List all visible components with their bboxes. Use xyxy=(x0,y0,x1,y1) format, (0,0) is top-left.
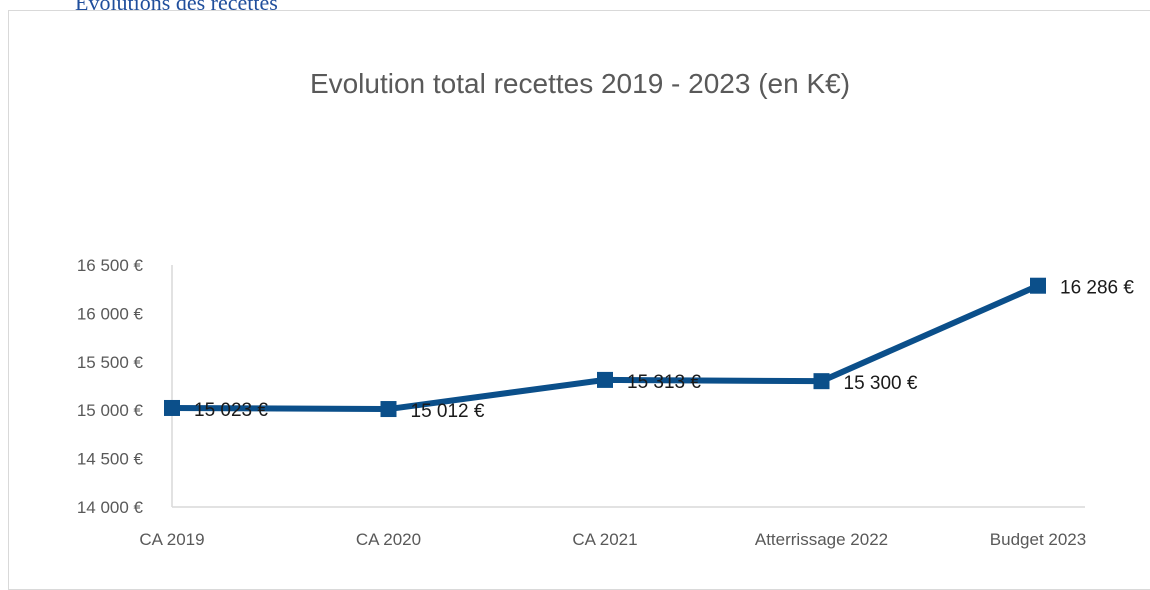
y-tick-label: 16 000 € xyxy=(77,304,144,323)
x-tick-label: Atterrissage 2022 xyxy=(755,530,888,549)
data-label: 15 300 € xyxy=(844,373,918,394)
x-tick-label: CA 2021 xyxy=(572,530,637,549)
y-tick-label: 16 500 € xyxy=(77,256,144,275)
y-axis: 14 000 € 14 500 € 15 000 € 15 500 € 16 000 €… xyxy=(77,256,173,517)
data-label: 15 313 € xyxy=(627,372,701,393)
y-tick-label: 15 000 € xyxy=(77,401,144,420)
data-label: 16 286 € xyxy=(1060,278,1134,299)
data-point-marker xyxy=(813,373,830,390)
x-axis: CA 2019 CA 2020 CA 2021 Atterrissage 2022 Bu… xyxy=(139,506,1086,549)
data-point-marker xyxy=(380,401,397,418)
x-tick-label: Budget 2023 xyxy=(990,530,1086,549)
y-tick-label: 14 000 € xyxy=(77,498,144,517)
y-tick-label: 14 500 € xyxy=(77,450,144,469)
y-tick-label: 15 500 € xyxy=(77,353,144,372)
chart: Evolution total recettes 2019 - 2023 (en… xyxy=(77,68,1135,549)
data-point-marker xyxy=(164,399,180,416)
page-heading: Evolutions des recettes xyxy=(75,0,278,15)
data-point-marker xyxy=(1030,277,1046,294)
chart-title: Evolution total recettes 2019 - 2023 (en… xyxy=(310,68,850,99)
series-line-group: 15 023 € 15 012 € 15 313 € 15 300 € 16 286 € xyxy=(164,277,1134,422)
data-point-marker xyxy=(597,371,613,388)
x-tick-label: CA 2020 xyxy=(356,530,421,549)
data-label: 15 012 € xyxy=(411,401,485,422)
data-label: 15 023 € xyxy=(194,400,268,421)
x-tick-label: CA 2019 xyxy=(139,530,204,549)
